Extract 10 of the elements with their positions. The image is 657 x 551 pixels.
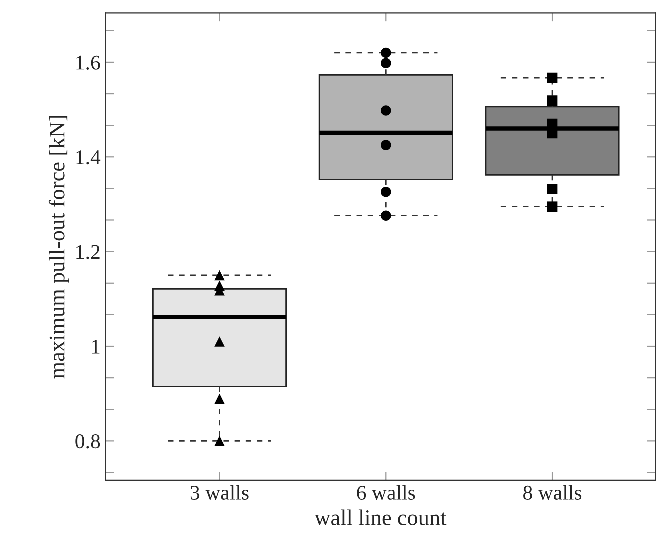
y-tick-label: 1.4 — [76, 150, 101, 165]
x-tick-label: 8 walls — [524, 485, 582, 500]
x-tick-label: 6 walls — [357, 485, 416, 500]
y-tick-label: 1.2 — [76, 245, 100, 260]
y-axis-title: maximum pull-out force [kN] — [48, 116, 70, 379]
x-axis-title: wall line count — [314, 510, 447, 526]
y-tick-label: 0.8 — [76, 434, 100, 449]
y-tick-label: 1 — [92, 340, 100, 354]
y-tick-label: 1.6 — [76, 56, 100, 70]
x-tick-label: 3 walls — [190, 485, 249, 500]
